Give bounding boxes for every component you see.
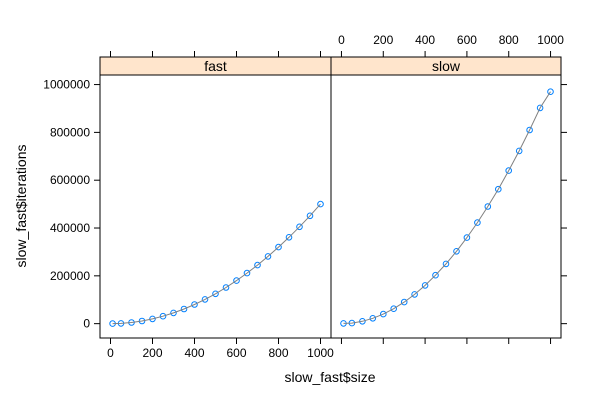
point-fast [243, 269, 251, 277]
x-tick-label-bottom: 1000 [307, 346, 334, 360]
point-fast [149, 315, 156, 323]
point-slow [536, 104, 544, 112]
panel-slow: slow [330, 56, 562, 339]
point-slow [400, 298, 408, 306]
y-tick-label: 800000 [50, 125, 90, 139]
frame-fast [99, 74, 332, 339]
point-slow [390, 305, 398, 313]
point-fast [264, 253, 272, 260]
strip-label-fast: fast [204, 58, 227, 74]
strip-label-slow: slow [432, 58, 461, 74]
point-fast [159, 312, 167, 320]
point-slow [495, 185, 502, 193]
point-fast [191, 301, 198, 308]
x-tick-label-bottom: 0 [107, 346, 114, 360]
point-slow [432, 271, 439, 279]
point-slow [442, 260, 450, 268]
point-fast [180, 305, 188, 313]
x-tick-label-top: 600 [457, 33, 477, 47]
x-tick-label-top: 0 [338, 33, 345, 47]
point-fast [296, 223, 303, 231]
points-fast [109, 200, 324, 327]
point-slow [505, 167, 513, 174]
point-slow [484, 203, 492, 210]
point-fast [212, 290, 219, 298]
point-slow [526, 126, 533, 134]
x-tick-label-bottom: 800 [268, 346, 288, 360]
axes: 0 200000 400000 600000 800000 1000000 0 0 200 200… [43, 33, 567, 360]
y-axis-label: slow_fast$iterations [13, 145, 29, 268]
point-slow [369, 315, 377, 322]
point-fast [222, 284, 230, 291]
point-slow [463, 234, 471, 241]
point-slow [380, 310, 387, 318]
x-tick-label-top: 200 [373, 33, 393, 47]
points-slow [340, 88, 554, 327]
point-fast [317, 200, 324, 208]
x-axis-label: slow_fast$size [284, 369, 375, 385]
x-tick-label-top: 800 [499, 33, 519, 47]
y-tick-label: 600000 [50, 173, 90, 187]
y-tick-label: 1000000 [43, 78, 90, 92]
y-tick-label: 400000 [50, 221, 90, 235]
x-tick-label-bottom: 600 [226, 346, 246, 360]
point-slow [474, 219, 481, 226]
point-slow [421, 282, 429, 289]
point-fast [233, 277, 240, 284]
point-slow [411, 291, 418, 298]
fit-line-fast [112, 203, 321, 325]
fit-line-slow [343, 91, 551, 324]
point-fast [170, 309, 177, 317]
point-fast [285, 234, 293, 241]
point-fast [254, 261, 261, 269]
y-tick-label: 0 [83, 317, 90, 331]
point-fast [306, 212, 314, 220]
frame-slow [330, 74, 562, 339]
point-slow [547, 88, 554, 95]
point-slow [515, 147, 523, 155]
point-fast [201, 296, 209, 303]
y-tick-label: 200000 [50, 269, 90, 283]
panel-fast: fast [99, 56, 332, 339]
x-tick-label-top: 1000 [537, 33, 564, 47]
x-tick-label-top: 400 [415, 33, 435, 47]
point-fast [275, 243, 282, 251]
x-tick-label-bottom: 400 [184, 346, 204, 360]
point-slow [453, 248, 460, 255]
x-tick-label-bottom: 200 [142, 346, 162, 360]
